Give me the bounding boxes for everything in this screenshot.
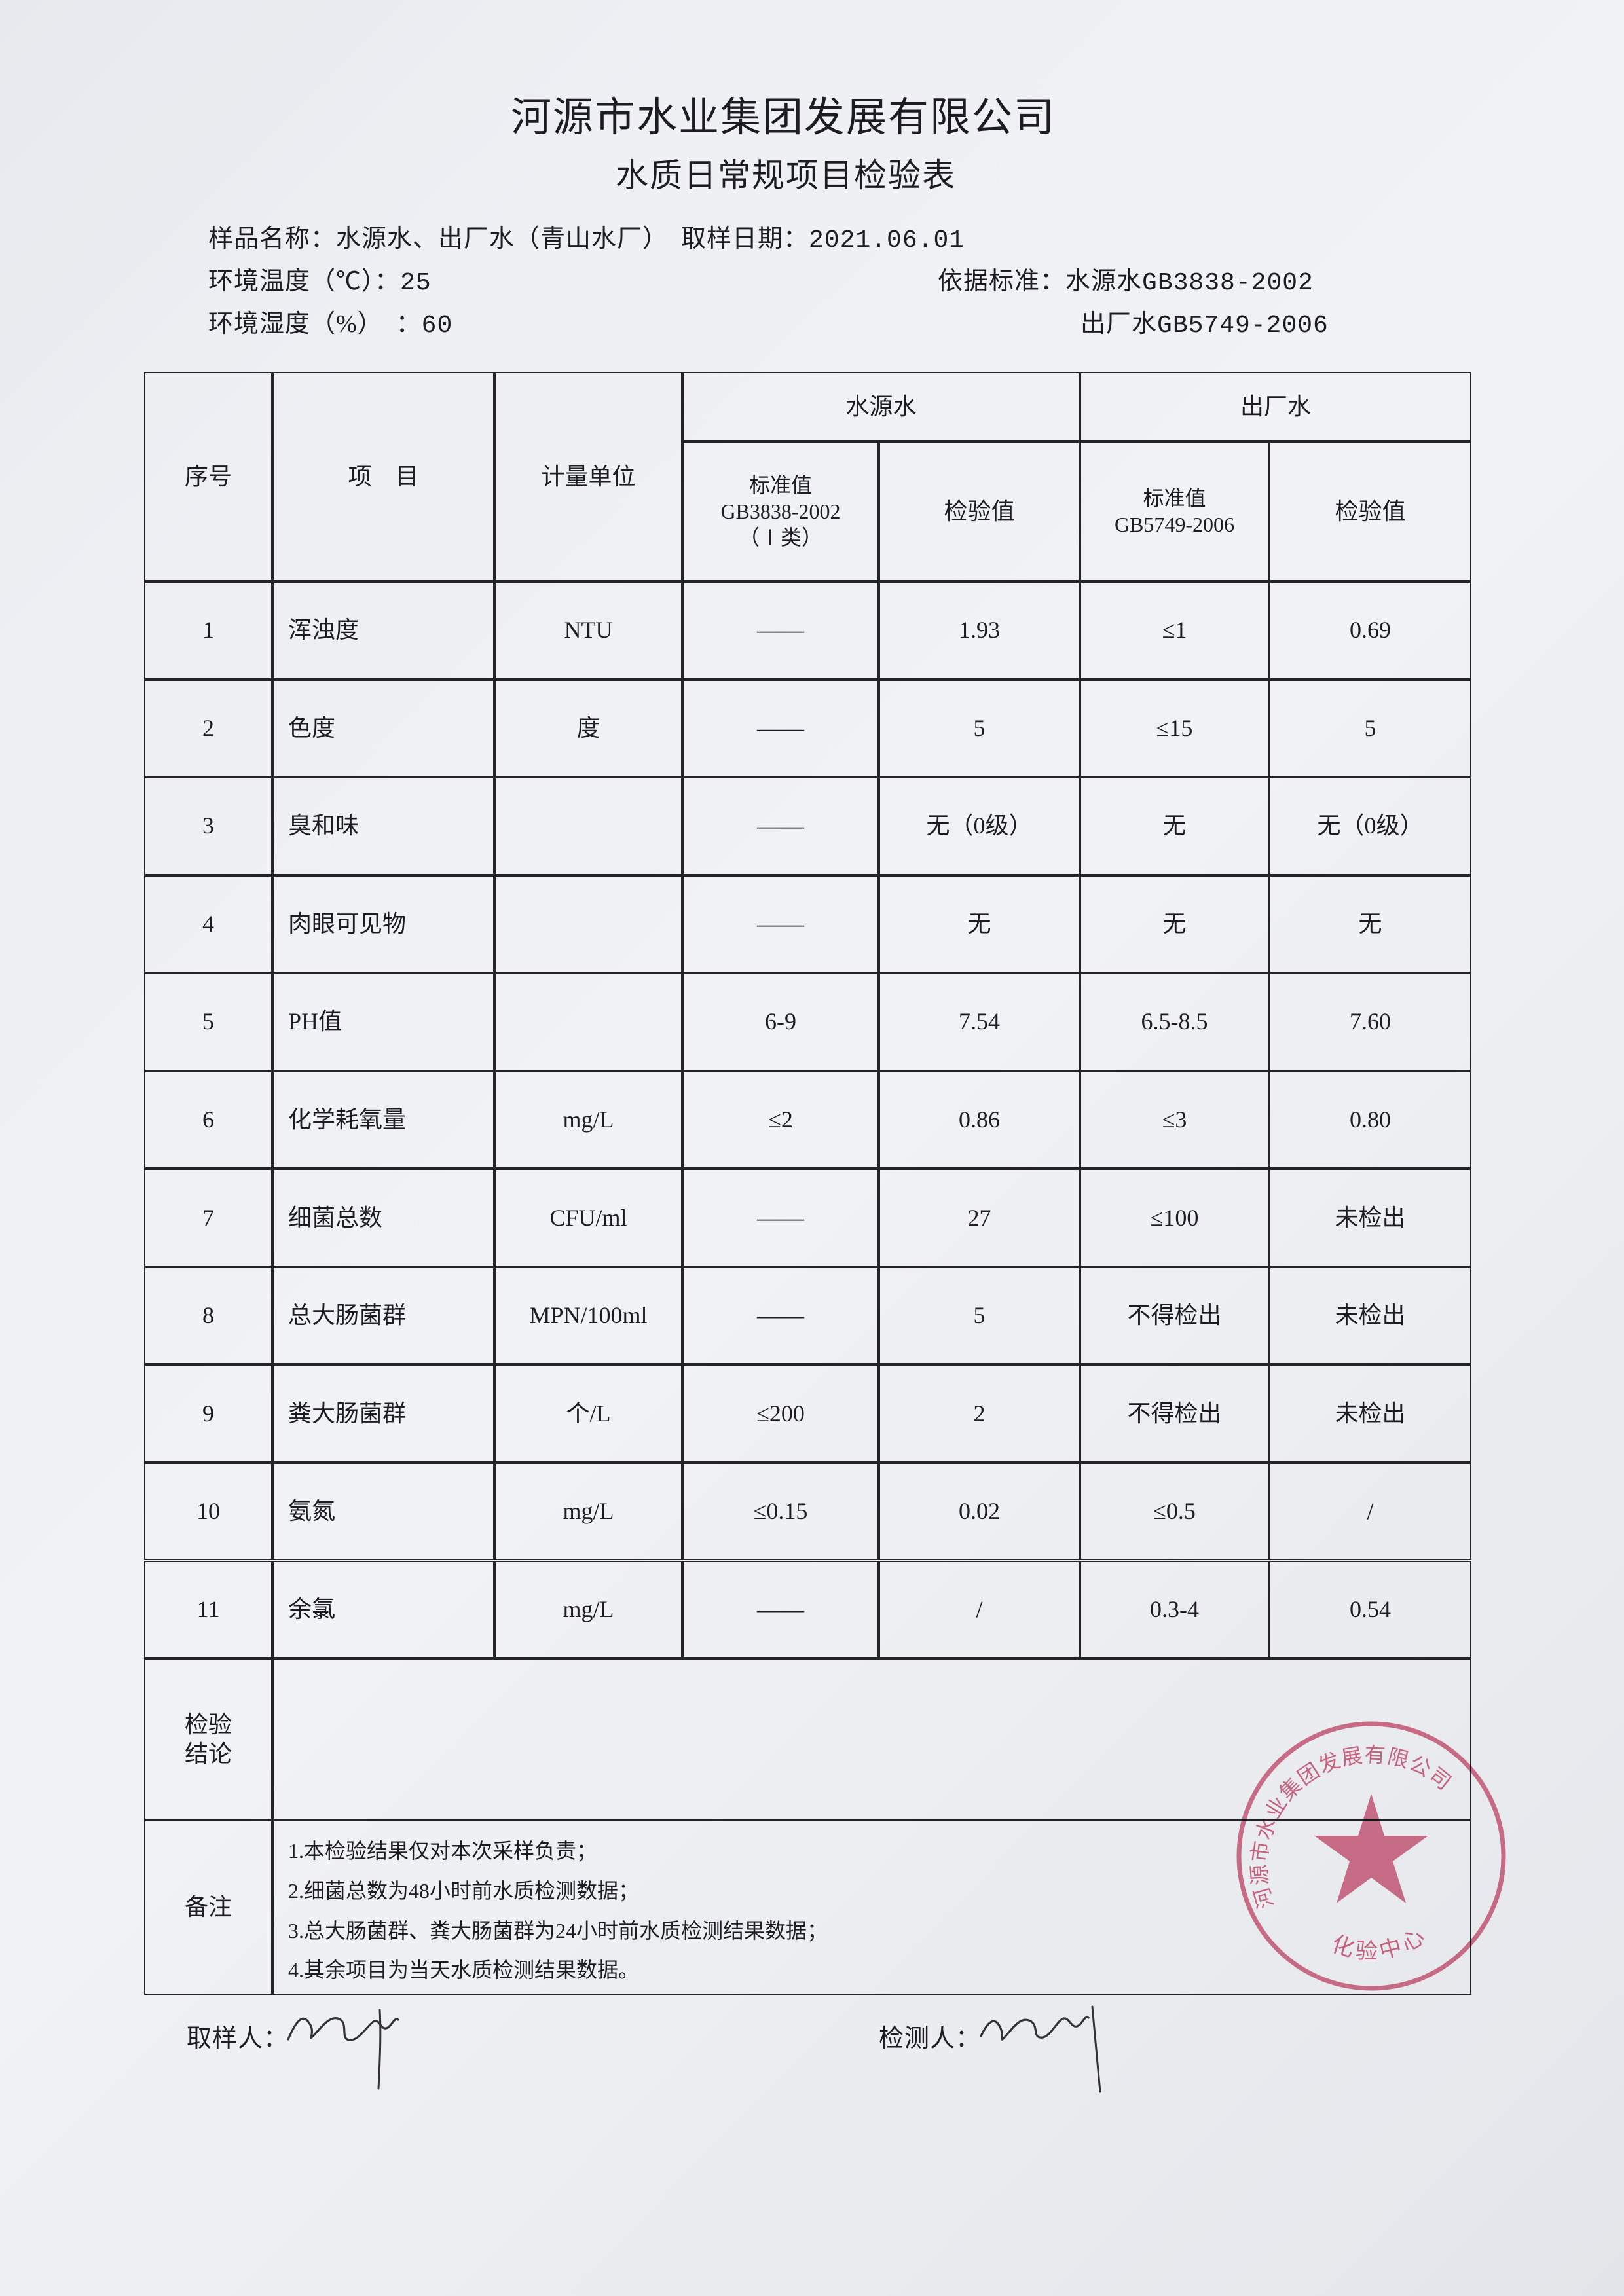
svg-text:化验中心: 化验中心 xyxy=(1329,1923,1433,1965)
